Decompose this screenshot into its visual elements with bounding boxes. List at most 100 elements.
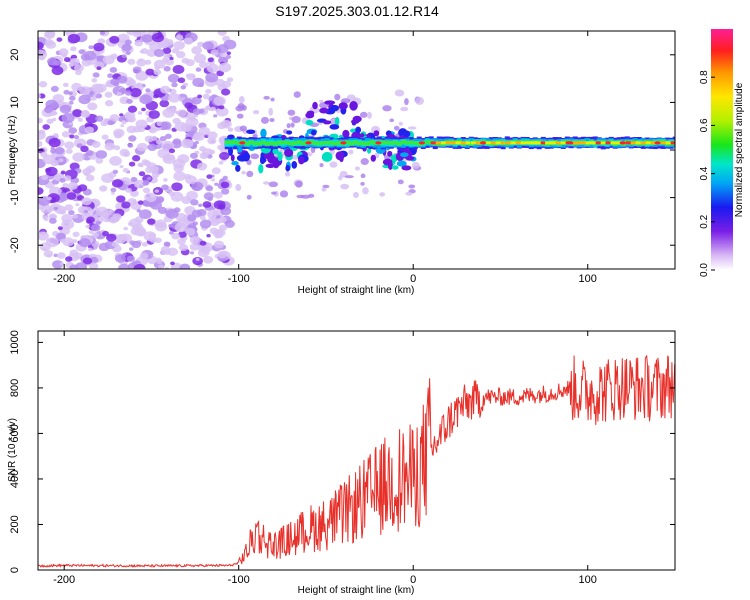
peak-spot	[375, 141, 382, 145]
noise-blob	[116, 75, 128, 84]
scatter-blob	[319, 99, 324, 103]
noise-blob	[63, 175, 72, 182]
noise-blob	[68, 210, 75, 216]
colorbar-tick-label: 0.0	[699, 263, 710, 277]
noise-blob	[203, 192, 214, 200]
noise-blob	[151, 135, 158, 141]
noise-blob	[72, 231, 80, 238]
noise-blob	[162, 108, 175, 118]
noise-blob	[213, 114, 218, 118]
scatter-blob	[360, 181, 365, 186]
scatter-blob	[397, 179, 404, 185]
scatter-blob	[236, 113, 244, 119]
noise-blob	[207, 137, 217, 145]
noise-blob	[160, 121, 172, 130]
band-segment	[236, 141, 242, 146]
noise-blob	[194, 133, 205, 141]
noise-blob	[171, 82, 178, 88]
noise-blob	[41, 174, 49, 181]
spectrogram-ytick-label: -20	[9, 237, 21, 253]
noise-blob	[105, 81, 112, 88]
noise-blob	[86, 216, 95, 224]
noise-blob	[191, 46, 203, 55]
scatter-blob	[296, 194, 305, 199]
band-segment	[268, 141, 274, 146]
noise-blob	[38, 140, 43, 148]
noise-blob	[161, 140, 175, 151]
noise-blob	[125, 114, 135, 122]
noise-blob	[145, 166, 155, 174]
signal-blob	[400, 152, 409, 158]
band-core	[605, 141, 611, 145]
band-segment	[288, 142, 294, 146]
band-core	[595, 141, 605, 145]
noise-blob	[56, 37, 63, 42]
noise-blob	[142, 181, 149, 186]
signal-blob	[260, 128, 267, 138]
noise-blob	[197, 41, 205, 48]
signal-blob	[231, 161, 239, 166]
noise-blob	[219, 151, 230, 160]
scatter-blob	[268, 107, 273, 116]
noise-blob	[110, 187, 117, 193]
spectrogram-marks	[38, 31, 675, 269]
snr-xtick-label: -100	[228, 574, 250, 586]
noise-blob	[192, 256, 203, 266]
noise-blob	[207, 57, 214, 63]
noise-blob	[158, 264, 165, 269]
noise-blob	[168, 93, 181, 103]
noise-blob	[51, 66, 64, 76]
noise-blob	[136, 208, 142, 213]
snr-ytick-label: 200	[9, 515, 21, 533]
noise-blob	[109, 67, 118, 73]
noise-blob	[148, 110, 160, 119]
signal-blob	[285, 164, 291, 172]
noise-blob	[180, 138, 194, 149]
noise-blob	[38, 94, 41, 99]
noise-blob	[137, 200, 144, 205]
noise-blob	[181, 57, 190, 64]
band-segment	[324, 140, 330, 145]
noise-blob	[38, 41, 44, 50]
band-segment	[308, 140, 314, 144]
band-segment	[388, 141, 394, 145]
noise-blob	[173, 164, 184, 173]
snr-ytick-label: 1000	[9, 330, 21, 354]
scatter-blob	[362, 187, 369, 195]
band-segment	[312, 141, 318, 146]
noise-blob	[38, 117, 43, 124]
noise-blob	[209, 106, 216, 112]
noise-blob	[164, 133, 172, 139]
noise-blob	[57, 252, 66, 259]
noise-blob	[189, 236, 200, 244]
noise-blob	[213, 200, 226, 210]
noise-blob	[202, 201, 212, 208]
noise-blob	[59, 104, 72, 114]
noise-blob	[216, 106, 229, 117]
noise-blob	[154, 189, 160, 193]
signal-blob	[349, 101, 358, 111]
noise-blob	[205, 89, 212, 94]
noise-blob	[218, 62, 232, 73]
noise-blob	[42, 124, 50, 130]
signal-blob	[286, 130, 293, 135]
noise-blob	[165, 208, 179, 219]
noise-blob	[125, 90, 132, 96]
noise-blob	[43, 250, 54, 258]
scatter-blob	[340, 183, 350, 190]
noise-blob	[174, 121, 188, 132]
noise-blob	[57, 226, 63, 231]
peak-spot	[340, 141, 347, 145]
noise-blob	[132, 31, 141, 38]
scatter-blob	[287, 109, 296, 116]
noise-blob	[197, 203, 203, 208]
noise-blob	[221, 88, 231, 96]
band-core	[445, 141, 454, 145]
signal-blob	[246, 129, 256, 135]
noise-blob	[89, 91, 95, 95]
band-core	[505, 141, 513, 145]
noise-blob	[190, 74, 196, 78]
noise-blob	[172, 64, 185, 74]
noise-blob	[91, 141, 101, 148]
noise-blob	[48, 217, 57, 224]
